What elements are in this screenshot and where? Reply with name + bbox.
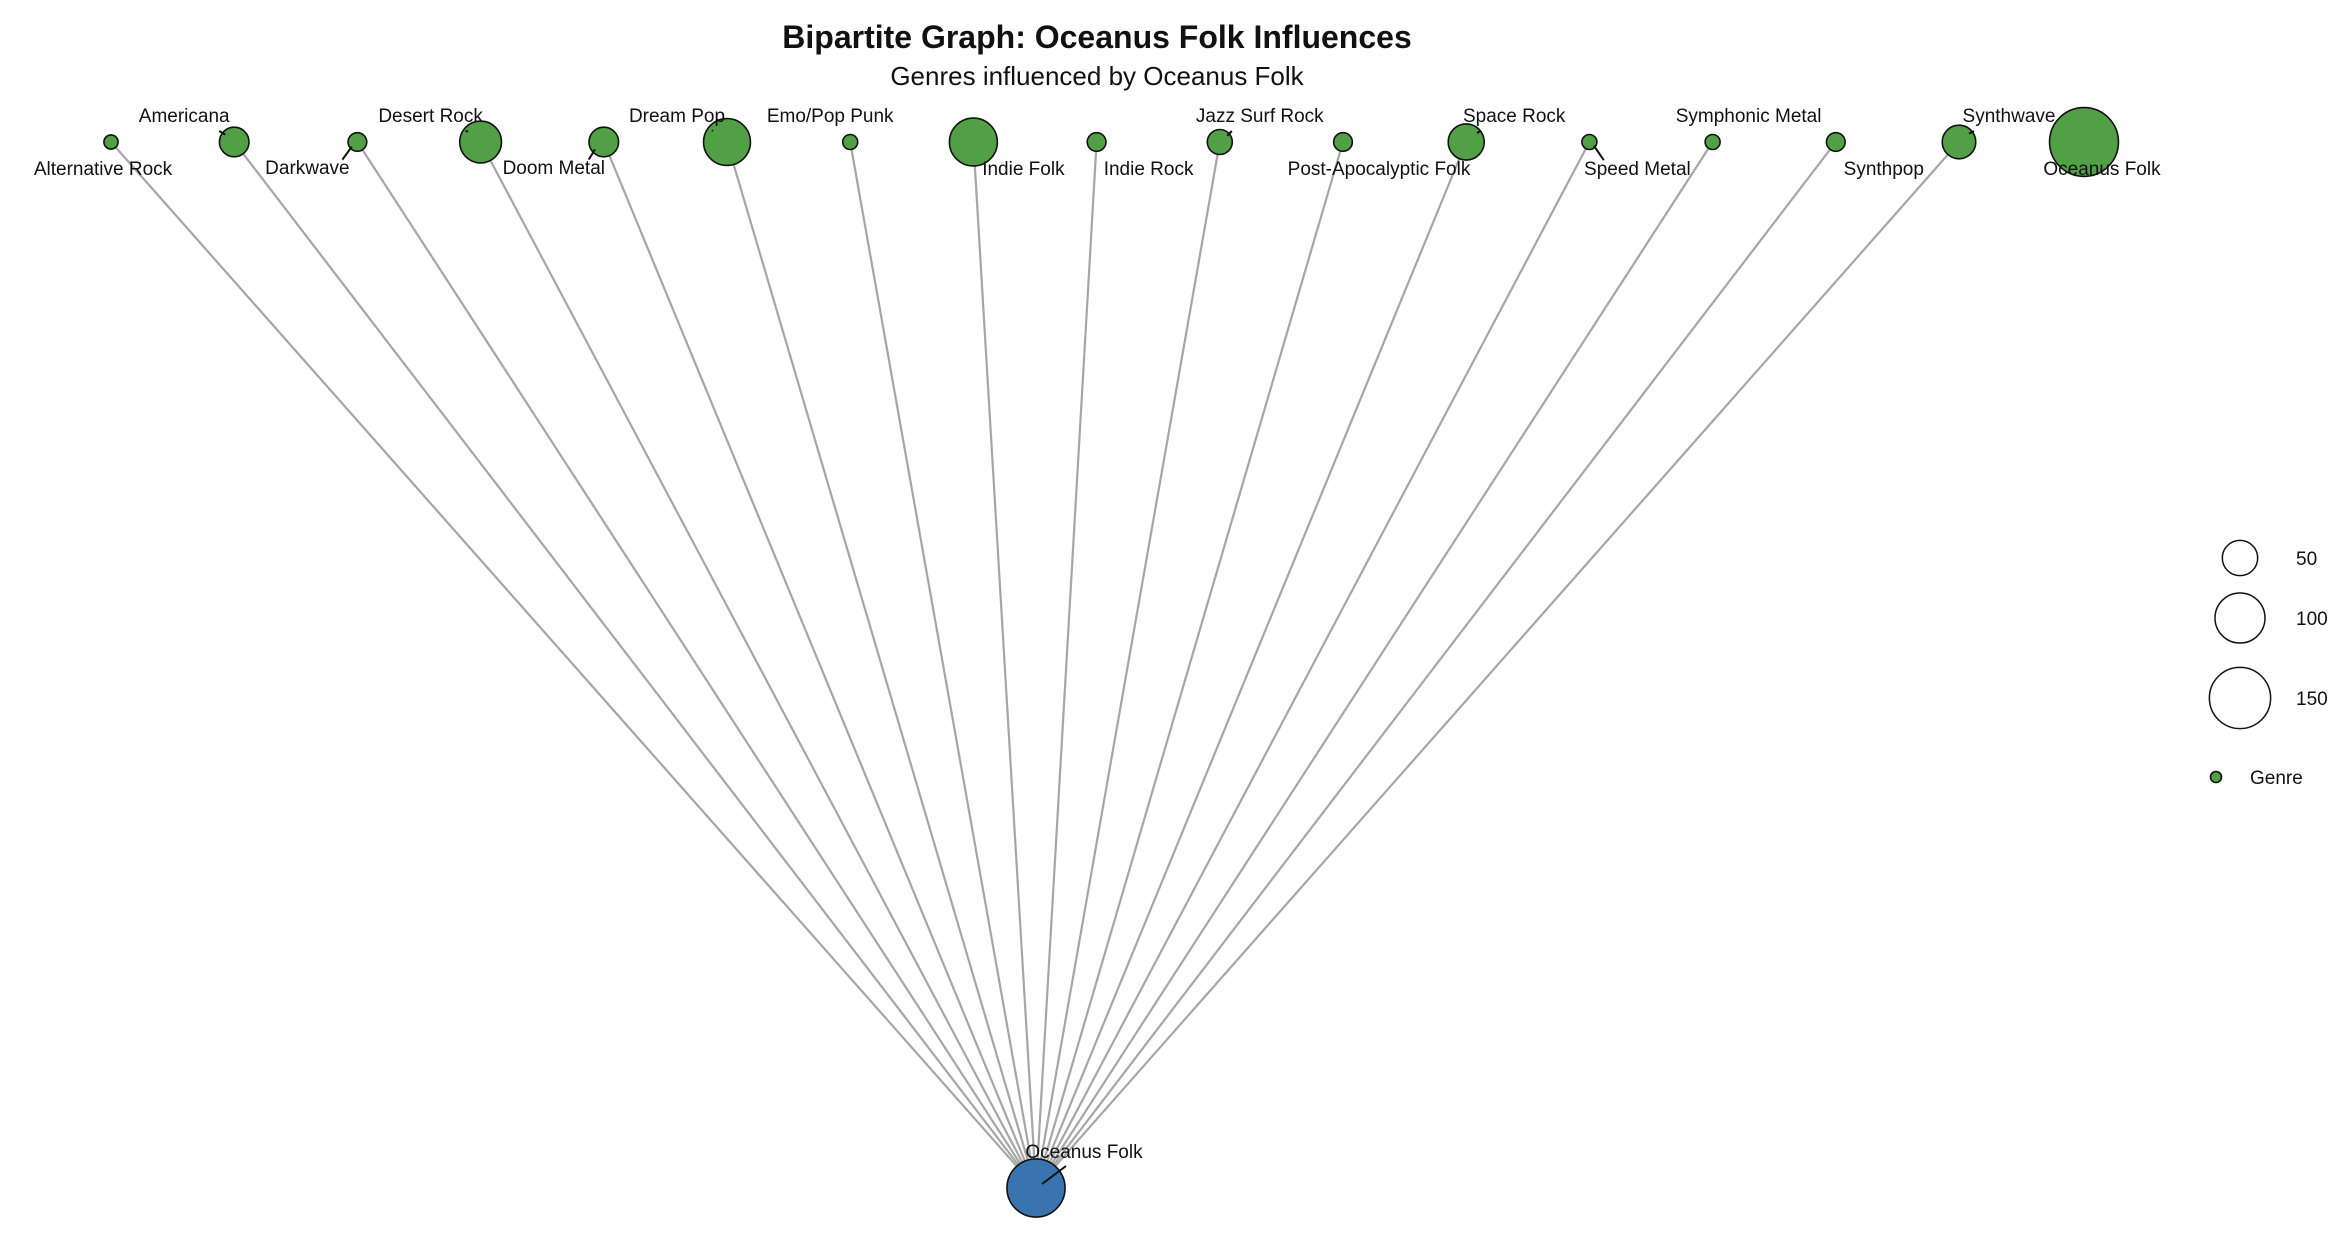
edge-space-rock: [1034, 141, 1468, 1189]
genre-node-indie-folk[interactable]: [948, 117, 999, 167]
edge-americana: [233, 141, 1037, 1189]
genre-label-synthwave: Synthwave: [1963, 106, 2056, 127]
genre-node-space-rock[interactable]: [1447, 123, 1486, 161]
legend-size-label-150: 150: [2296, 689, 2328, 710]
genre-label-jazz-surf-rock: Jazz Surf Rock: [1196, 106, 1324, 127]
genre-node-dream-pop[interactable]: [702, 117, 752, 167]
genre-label-symphonic-metal: Symphonic Metal: [1676, 106, 1822, 127]
genre-node-doom-metal[interactable]: [588, 126, 620, 158]
legend-size-label-50: 50: [2296, 549, 2317, 570]
genre-label-dream-pop: Dream Pop: [629, 106, 725, 127]
label-leader-doom-metal: [587, 148, 596, 161]
graph-title: Bipartite Graph: Oceanus Folk Influences: [782, 19, 1411, 55]
genre-node-desert-rock[interactable]: [458, 120, 503, 164]
genre-node-darkwave[interactable]: [347, 131, 368, 153]
genre-label-speed-metal: Speed Metal: [1584, 159, 1691, 180]
edge-synthpop: [1035, 141, 1837, 1189]
genre-label-space-rock: Space Rock: [1463, 106, 1566, 127]
genre-label-post-apocalyptic-folk: Post-Apocalyptic Folk: [1288, 159, 1471, 180]
genre-node-post-apocalyptic-folk[interactable]: [1332, 131, 1354, 153]
legend-size-circle-100: [2214, 592, 2266, 644]
source-label: Oceanus Folk: [1025, 1142, 1143, 1163]
genre-label-alternative-rock: Alternative Rock: [34, 159, 173, 180]
edge-indie-rock: [1034, 141, 1098, 1189]
edge-synthwave: [1035, 141, 1960, 1189]
edge-doom-metal: [602, 141, 1038, 1189]
genre-label-americana: Americana: [139, 106, 230, 127]
genre-node-jazz-surf-rock[interactable]: [1206, 128, 1234, 156]
source-node-oceanus-folk[interactable]: [1006, 1158, 1066, 1218]
genre-node-alternative-rock[interactable]: [103, 134, 119, 150]
genre-label-desert-rock: Desert Rock: [378, 106, 483, 127]
legend-size-circle-150: [2208, 666, 2272, 730]
label-layer: Alternative Rock Americana Darkwave Desert …: [34, 106, 2161, 1185]
genre-label-indie-rock: Indie Rock: [1104, 159, 1194, 180]
genre-node-speed-metal[interactable]: [1581, 133, 1598, 151]
genre-label-emo-pop-punk: Emo/Pop Punk: [767, 106, 894, 127]
genre-label-synthpop: Synthpop: [1844, 159, 1924, 180]
edge-indie-folk: [972, 141, 1038, 1189]
legend-size-label-100: 100: [2296, 609, 2328, 630]
edge-darkwave: [356, 141, 1037, 1189]
genre-label-indie-folk: Indie Folk: [982, 159, 1065, 180]
genre-label-oceanus-folk: Oceanus Folk: [2043, 159, 2161, 180]
genre-node-synthpop[interactable]: [1825, 131, 1846, 153]
legend-genre-label: Genre: [2250, 768, 2303, 789]
legend-size-circle-50: [2221, 539, 2259, 577]
genre-label-darkwave: Darkwave: [265, 158, 349, 179]
edge-layer: [110, 141, 1960, 1189]
source-label-leader: [1041, 1165, 1067, 1185]
edge-desert-rock: [479, 141, 1037, 1189]
edge-emo-pop-punk: [849, 141, 1038, 1189]
graph-subtitle: Genres influenced by Oceanus Folk: [890, 61, 1304, 91]
genre-node-indie-rock[interactable]: [1086, 131, 1107, 153]
genre-node-americana[interactable]: [218, 126, 250, 158]
label-leader-jazz-surf-rock: [1226, 130, 1233, 137]
legend-genre-swatch: [2209, 770, 2223, 784]
label-leader-desert-rock: [465, 130, 469, 133]
genre-node-emo-pop-punk[interactable]: [841, 133, 859, 151]
node-layer: [103, 106, 2120, 1218]
edge-speed-metal: [1035, 141, 1591, 1189]
genre-label-doom-metal: Doom Metal: [503, 158, 605, 179]
label-leader-synthwave: [1968, 130, 1975, 135]
label-leader-dream-pop: [711, 129, 714, 132]
edge-symphonic-metal: [1035, 141, 1714, 1189]
size-legend: 50 100 150 Genre: [2208, 539, 2328, 789]
edge-dream-pop: [725, 141, 1038, 1189]
label-leader-americana: [218, 130, 226, 136]
label-leader-space-rock: [1476, 130, 1482, 134]
edge-jazz-surf-rock: [1034, 141, 1221, 1189]
label-leader-darkwave: [341, 146, 353, 161]
label-leader-speed-metal: [1593, 145, 1605, 161]
edge-post-apocalyptic-folk: [1034, 141, 1345, 1189]
genre-node-synthwave[interactable]: [1941, 124, 1977, 160]
genre-node-oceanus-folk[interactable]: [2048, 106, 2120, 178]
genre-node-symphonic-metal[interactable]: [1704, 133, 1721, 151]
edge-alternative-rock: [110, 141, 1037, 1189]
